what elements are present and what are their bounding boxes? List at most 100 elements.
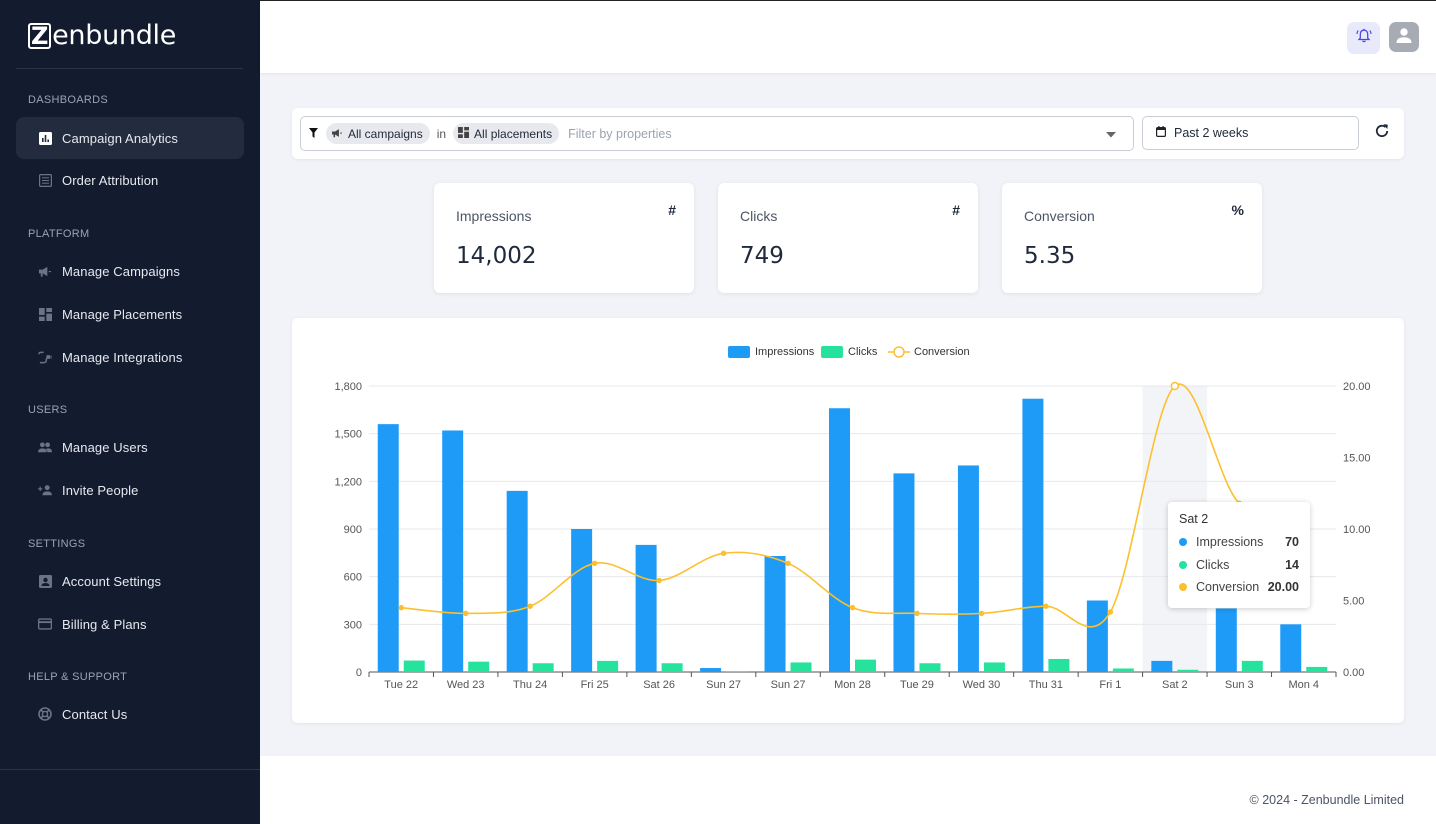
x-tick-label: Tue 22 (384, 679, 418, 691)
section-title-settings: SETTINGS (28, 538, 86, 550)
sidebar-item-manage-campaigns[interactable]: Manage Campaigns (16, 250, 244, 292)
sidebar-item-label: Campaign Analytics (62, 130, 178, 146)
chip-label: All campaigns (348, 126, 423, 141)
notifications-button[interactable] (1347, 22, 1380, 54)
sidebar-item-manage-placements[interactable]: Manage Placements (16, 293, 244, 335)
percent-icon: % (1231, 202, 1244, 218)
impressions-bar (442, 430, 464, 672)
placement-chip[interactable]: All placements (453, 123, 560, 144)
section-title-help-support: HELP & SUPPORT (28, 671, 128, 683)
conversion-point (785, 560, 791, 567)
user-icon (1395, 26, 1413, 49)
stat-label: Conversion (1024, 208, 1095, 224)
conversion-point (849, 604, 856, 611)
logo-letter: Z (28, 23, 52, 49)
conversion-point (1043, 603, 1049, 609)
x-tick-label: Sun 27 (771, 679, 806, 691)
legend-swatch-conversion-marker (893, 346, 905, 358)
legend-swatch-clicks (821, 346, 843, 358)
impressions-bar (957, 465, 979, 672)
sidebar-item-label: Manage Integrations (62, 349, 183, 365)
sidebar-item-invite-people[interactable]: Invite People (16, 469, 244, 511)
campaign-chart-card: 0 300 600 900 1,200 1,500 1,800 0.00 5.00 10.00 15… (292, 318, 1404, 723)
in-label: in (436, 126, 447, 141)
sidebar-item-manage-integrations[interactable]: Manage Integrations (16, 336, 244, 378)
impressions-bar (1086, 600, 1108, 672)
dashboard-icon (38, 307, 52, 321)
refresh-icon (1374, 123, 1390, 144)
tooltip-series-value: 14 (1285, 557, 1299, 572)
sidebar-item-label: Invite People (62, 482, 139, 498)
conversion-dot-icon (1179, 583, 1187, 592)
tooltip-row: Conversion 20.00 (1179, 576, 1299, 599)
x-tick-label: Fri 25 (581, 679, 609, 691)
conversion-point (720, 550, 727, 557)
copyright-text: © 2024 - Zenbundle Limited (1249, 793, 1404, 807)
x-tick-label: Mon 4 (1288, 679, 1319, 691)
plug-icon (38, 350, 52, 364)
impressions-bar (377, 424, 399, 672)
impressions-bar (1215, 608, 1237, 672)
clicks-bar (983, 662, 1005, 672)
clicks-bar (919, 663, 941, 672)
filter-input-placeholder[interactable]: Filter by properties (568, 126, 672, 141)
conversion-point (978, 610, 985, 617)
sidebar-item-label: Manage Users (62, 439, 148, 455)
sidebar-item-manage-users[interactable]: Manage Users (16, 426, 244, 468)
clicks-bar (532, 663, 554, 672)
stat-value: 5.35 (1024, 243, 1076, 269)
divider (0, 769, 260, 770)
clicks-bar (1241, 660, 1263, 672)
y-left-tick-label: 600 (344, 572, 362, 584)
clicks-dot-icon (1179, 560, 1187, 569)
chevron-down-icon[interactable] (1106, 125, 1116, 143)
conversion-point (527, 603, 533, 609)
x-tick-label: Sun 3 (1225, 679, 1254, 691)
credit-card-icon (38, 617, 52, 631)
property-filter[interactable]: All campaigns in All placements Filter b… (300, 116, 1134, 151)
clicks-bar (597, 660, 619, 672)
megaphone-icon (331, 127, 348, 141)
sidebar-item-contact-us[interactable]: Contact Us (16, 693, 244, 735)
x-tick-label: Fri 1 (1099, 679, 1121, 691)
x-tick-label: Wed 30 (963, 679, 1001, 691)
sidebar-item-account-settings[interactable]: Account Settings (16, 560, 244, 602)
clicks-bar (403, 660, 425, 672)
tooltip-series-value: 70 (1285, 535, 1299, 550)
x-tick-label: Wed 23 (447, 679, 485, 691)
refresh-button[interactable] (1372, 123, 1392, 143)
sidebar-item-campaign-analytics[interactable]: Campaign Analytics (16, 117, 244, 159)
impressions-bar (700, 668, 722, 672)
clicks-bar (661, 663, 683, 672)
sidebar-item-label: Manage Campaigns (62, 263, 180, 279)
y-left-tick-label: 1,200 (334, 476, 362, 488)
conversion-point (462, 610, 469, 617)
impressions-bar (571, 529, 593, 672)
clicks-bar (855, 659, 876, 672)
x-tick-label: Sat 26 (643, 679, 675, 691)
user-avatar-button[interactable] (1389, 22, 1419, 52)
conversion-point (914, 610, 920, 617)
impressions-bar (635, 544, 657, 672)
sidebar-item-order-attribution[interactable]: Order Attribution (16, 159, 244, 201)
divider (16, 68, 243, 69)
y-right-tick-label: 10.00 (1343, 524, 1371, 536)
sidebar-item-billing-plans[interactable]: Billing & Plans (16, 603, 244, 645)
y-right-tick-label: 15.00 (1343, 453, 1371, 465)
section-title-platform: PLATFORM (28, 228, 90, 240)
y-left-tick-label: 900 (344, 524, 362, 536)
x-tick-label: Sat 2 (1162, 679, 1188, 691)
x-tick-label: Mon 28 (834, 679, 871, 691)
y-left-tick-label: 0 (356, 667, 362, 679)
campaign-chip[interactable]: All campaigns (326, 123, 430, 144)
chart-tooltip: Sat 2 Impressions 70 Clicks 14 Conversio… (1168, 502, 1310, 608)
tooltip-row: Clicks 14 (1179, 554, 1299, 577)
hash-icon: # (952, 202, 960, 218)
combo-chart[interactable]: 0 300 600 900 1,200 1,500 1,800 0.00 5.00 10.00 15… (292, 318, 1404, 723)
conversion-point (1107, 609, 1114, 615)
date-range-select[interactable]: Past 2 weeks (1142, 116, 1359, 150)
y-left-tick-label: 1,800 (334, 381, 362, 393)
y-right-tick-label: 20.00 (1343, 381, 1371, 393)
clicks-card: Clicks # 749 (718, 183, 978, 293)
